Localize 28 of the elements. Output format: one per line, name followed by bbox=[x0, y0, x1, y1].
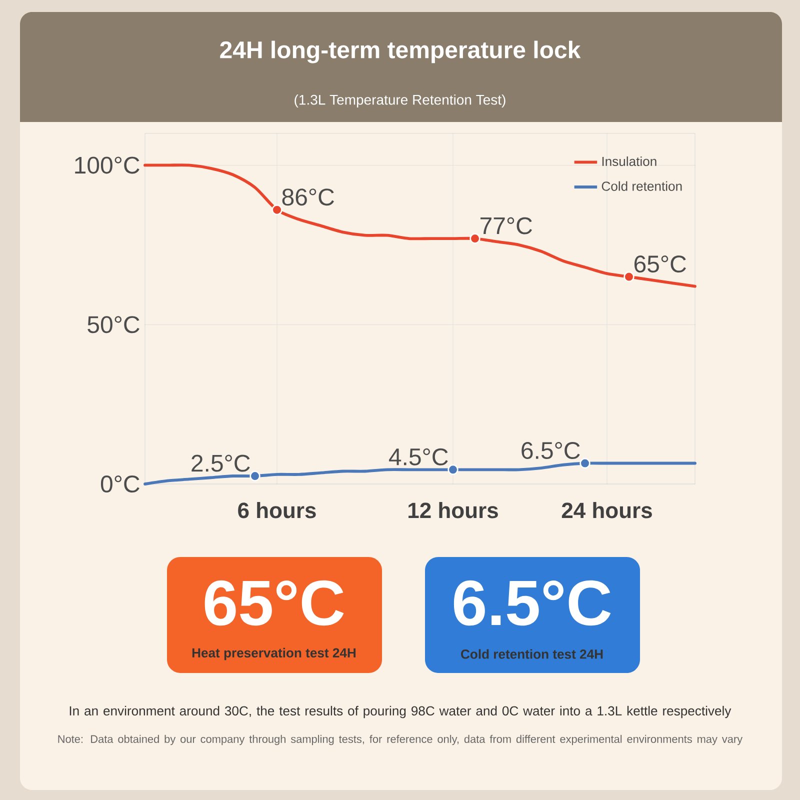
x-tick-label: 6 hours bbox=[238, 502, 316, 518]
point bbox=[470, 233, 480, 244]
point bbox=[624, 271, 634, 282]
x-tick-label: 12 hours bbox=[408, 502, 498, 518]
chart-title: 24H long-term temperature lock bbox=[220, 40, 581, 64]
text: Heat preservation test 24H bbox=[192, 648, 356, 660]
data-label: 2.5°C bbox=[192, 454, 250, 472]
point bbox=[250, 470, 260, 482]
point bbox=[580, 458, 590, 469]
chart-subtitle: (1.3L Temperature Retention Test) bbox=[294, 94, 506, 108]
y-tick-label: 0°C bbox=[100, 475, 140, 492]
text: 6.5°C bbox=[454, 580, 611, 626]
text: Note: Data obtained by our company through sampling tests, for reference only, data from different experimental environments may vary bbox=[58, 734, 743, 746]
legend-label: Insulation bbox=[602, 156, 656, 166]
data-label: 65°C bbox=[634, 256, 686, 273]
point bbox=[272, 204, 282, 216]
data-label: 86°C bbox=[282, 188, 334, 206]
x-tick-label: 24 hours bbox=[562, 502, 652, 518]
data-label: 77°C bbox=[480, 217, 532, 234]
legend-label: Cold retention bbox=[602, 181, 682, 191]
y-tick-label: 50°C bbox=[88, 316, 140, 334]
text: In an environment around 30C, the test results of pouring 98C water and 0C water into a 1.3L kettle respectively bbox=[70, 706, 732, 718]
y-tick-label: 100°C bbox=[75, 156, 140, 174]
text: 65°C bbox=[204, 580, 344, 626]
text: Cold retention test 24H bbox=[461, 649, 603, 659]
data-label: 6.5°C bbox=[522, 442, 580, 460]
point bbox=[448, 464, 458, 475]
data-label: 4.5°C bbox=[388, 448, 448, 466]
